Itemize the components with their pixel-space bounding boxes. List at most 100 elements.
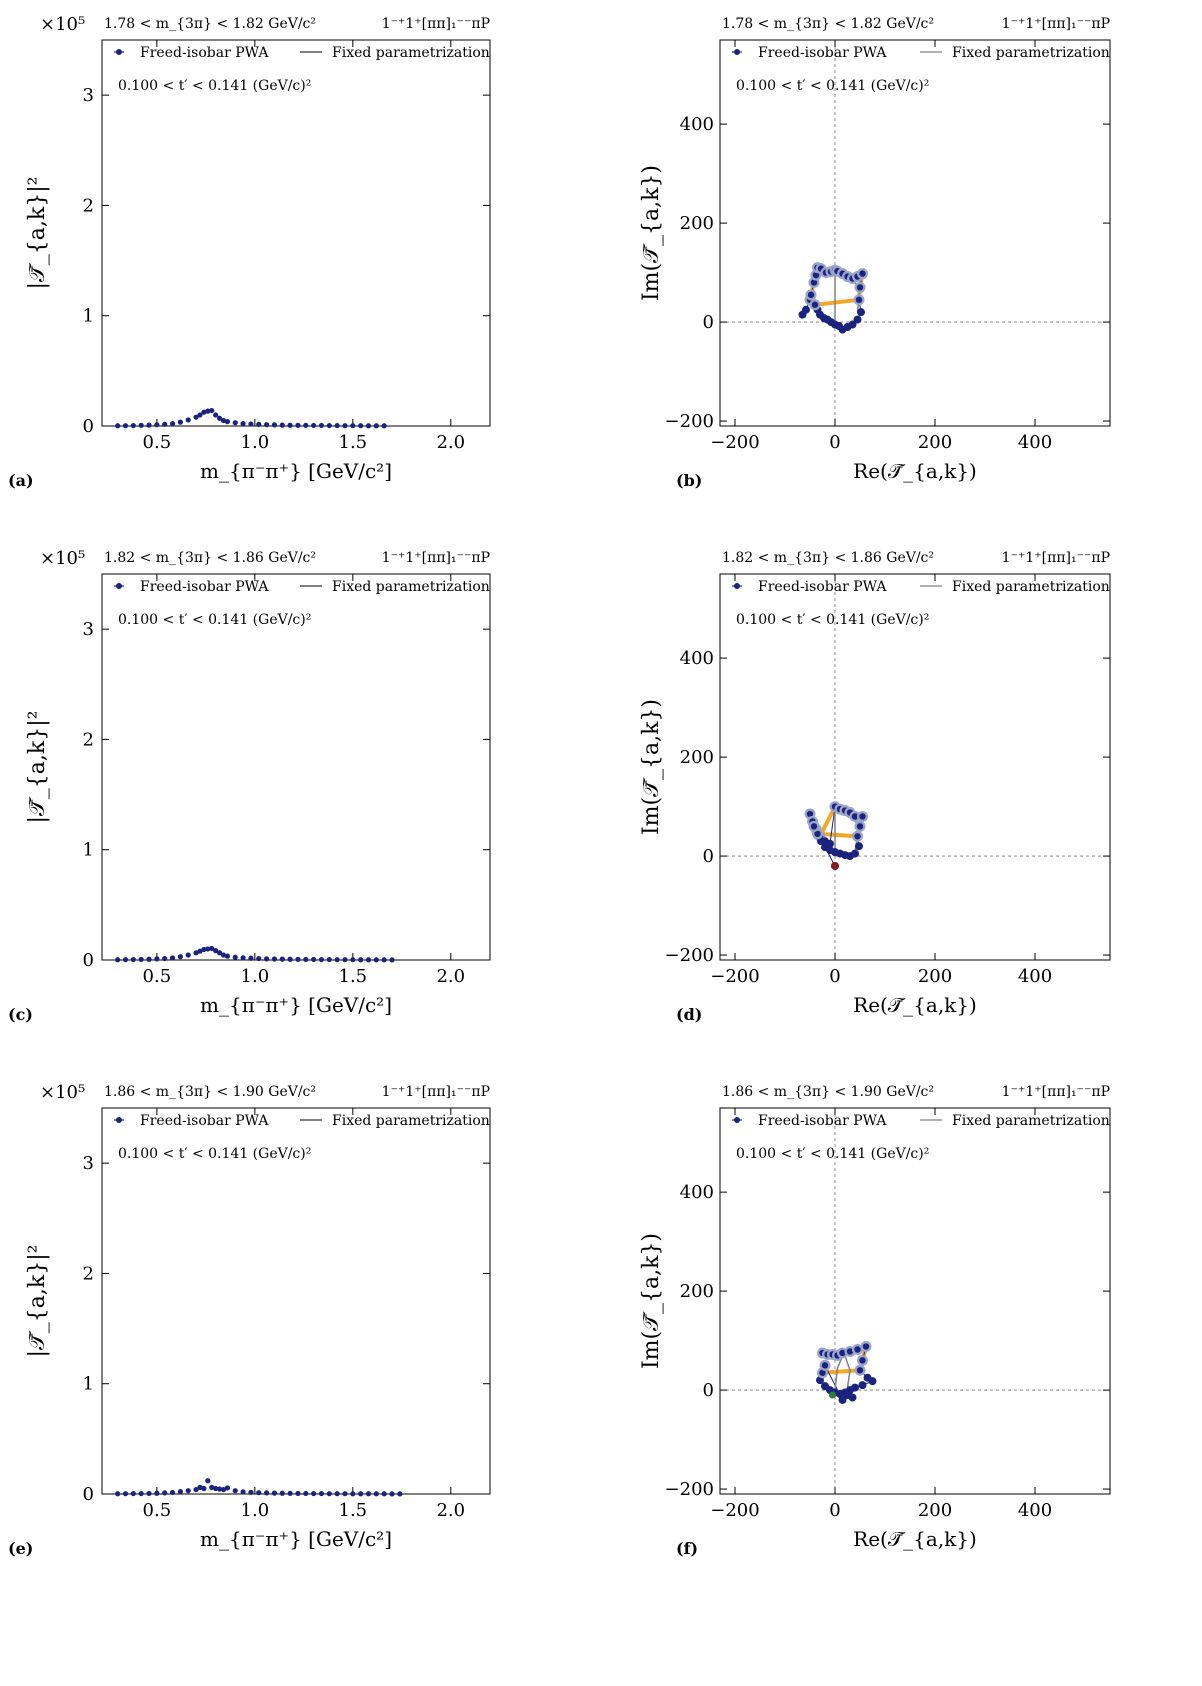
data-point [318,1490,325,1497]
data-point [365,1491,372,1497]
data-point [240,420,246,427]
data-point [381,957,387,963]
data-point [855,296,863,304]
data-point [358,1491,364,1497]
data-point [853,315,862,324]
y-tick-label: −200 [665,411,714,432]
data-point [812,271,820,279]
data-point [859,813,866,820]
y-tick-label: −200 [665,1479,714,1500]
data-point [130,1490,136,1497]
data-point [318,956,325,963]
x-tick-label: 0.5 [143,966,172,987]
data-point [177,1488,183,1495]
y-tick-label: 400 [680,114,714,135]
data-point [381,1491,387,1497]
data-point [162,421,168,427]
data-point [311,956,317,963]
data-point [287,956,293,962]
data-point [138,422,144,428]
mass-label: 1.78 < m_{3π} < 1.82 GeV/c² [104,16,316,32]
data-point [858,1381,867,1390]
legend-points-label: Freed-isobar PWA [758,45,887,61]
data-point [397,1491,403,1497]
data-point [819,1369,826,1376]
data-point [342,423,348,429]
x-tick-label: 200 [918,432,952,453]
data-point [185,952,191,958]
data-point [162,1490,168,1496]
data-point [232,954,238,960]
panel-tag: (a) [8,471,34,490]
data-point [807,291,815,299]
data-point [248,421,254,427]
y-tick-label: 0 [83,950,94,971]
data-point [205,408,211,414]
data-point [248,1489,254,1495]
data-point [856,1367,864,1374]
x-tick-label: 0 [829,966,840,987]
data-point [201,946,207,953]
data-point [856,284,864,291]
data-point [303,1490,309,1497]
data-point [334,422,340,429]
wave-label: 1⁻⁺1⁺[ππ]₁⁻⁻πP [1002,1084,1110,1100]
data-point [220,952,227,958]
plot-frame [719,1107,1111,1495]
intensity-plot-1: 0.5 1.0 1.5 2.0 0 1 2 3 ×10⁵ 1.82 < m_{3π} < 1.86… [8,548,491,1024]
data-point [287,1490,293,1496]
legend-points-marker [116,49,122,55]
y-tick-label: 3 [83,85,94,106]
data-point [193,950,199,956]
data-point [193,1486,199,1493]
legend-line-label: Fixed parametrization [952,45,1110,61]
x-tick-label: 0 [829,432,840,453]
argand-plot-0: −200 0 200 400 −200 0 200 400 1.78 < m_{3π} < 1.… [639,16,1111,490]
argand-plot-2: −200 0 200 400 −200 0 200 400 1.86 < m_{3π} < 1.… [639,1084,1111,1558]
wave-label: 1⁻⁺1⁺[ππ]₁⁻⁻πP [382,16,490,32]
intensity-plot-0: 0.5 1.0 1.5 2.0 0 1 2 3 ×10⁵ 1.78 < m_{3π} < 1.82… [8,14,491,490]
data-point [855,842,863,851]
mass-label: 1.82 < m_{3π} < 1.86 GeV/c² [722,550,934,566]
data-point [216,1486,223,1492]
y-tick-label: 0 [703,312,714,333]
y-tick-label: 200 [680,1281,714,1302]
panel-tag: (d) [676,1005,702,1024]
reference-point [829,1391,836,1399]
y-tick-label: 2 [83,729,94,750]
legend-points-label: Freed-isobar PWA [140,1113,269,1129]
data-point [854,1346,861,1353]
reference-point [831,861,839,870]
legend-points-marker [734,1117,740,1123]
x-tick-label: 0.5 [143,432,172,453]
data-point [334,1491,340,1497]
data-point [839,1349,846,1357]
tprime-label: 0.100 < t′ < 0.141 (GeV/c)² [736,612,929,628]
data-point [821,1362,829,1369]
data-point [846,1348,854,1355]
data-point [311,1490,317,1497]
data-point [862,1343,870,1350]
data-point [271,422,278,428]
legend-points-marker [116,583,122,589]
data-point [169,1489,176,1496]
x-tick-label: 1.5 [339,1500,368,1521]
panel-tag: (e) [8,1539,33,1558]
x-tick-label: 400 [1018,966,1052,987]
data-point [122,1491,129,1497]
y-tick-label: 200 [680,747,714,768]
x-tick-label: 200 [918,1500,952,1521]
data-point [146,1490,152,1497]
x-tick-label: 1.0 [241,432,270,453]
y-tick-label: 2 [83,1263,94,1284]
data-point [209,407,215,414]
y-tick-label: 2 [83,195,94,216]
legend-line-label: Fixed parametrization [952,1113,1110,1129]
data-point [358,957,364,963]
data-point [213,948,219,954]
data-point [821,843,829,852]
data-point [326,422,332,429]
plot-frame [101,573,491,961]
legend-points-label: Freed-isobar PWA [140,45,269,61]
